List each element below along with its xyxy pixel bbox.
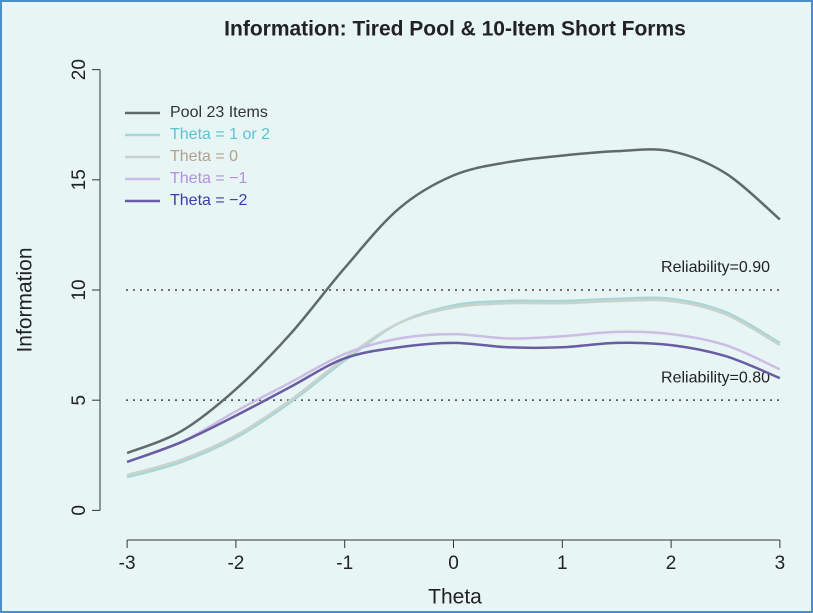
y-tick-label: 5	[69, 395, 90, 406]
legend-label: Theta = 0	[170, 148, 238, 165]
legend-label: Theta = 1 or 2	[170, 126, 270, 143]
y-tick-label: 20	[69, 59, 90, 80]
y-tick-label: 10	[69, 279, 90, 300]
legend-label: Pool 23 Items	[170, 104, 268, 121]
reference-label: Reliability=0.90	[661, 259, 770, 276]
series-line	[126, 341, 781, 464]
x-tick-label: 1	[557, 553, 568, 574]
x-axis-label: Theta	[428, 586, 482, 609]
x-tick-label: 3	[775, 553, 786, 574]
y-tick-label: 0	[69, 505, 90, 516]
x-tick-label: 0	[448, 553, 459, 574]
series-line	[126, 296, 781, 479]
x-tick-label: -2	[227, 553, 244, 574]
y-axis-label: Information	[14, 247, 37, 352]
reference-label: Reliability=0.80	[661, 369, 770, 386]
y-tick-label: 15	[69, 169, 90, 190]
legend-label: Theta = −1	[170, 170, 247, 187]
series-line	[126, 298, 781, 477]
series-line	[126, 330, 781, 464]
chart-title: Information: Tired Pool & 10-Item Short …	[224, 18, 686, 41]
legend-label: Theta = −2	[170, 192, 247, 209]
x-tick-label: -1	[336, 553, 353, 574]
series-line	[126, 148, 781, 455]
x-tick-label: -3	[119, 553, 136, 574]
x-tick-label: 2	[666, 553, 677, 574]
